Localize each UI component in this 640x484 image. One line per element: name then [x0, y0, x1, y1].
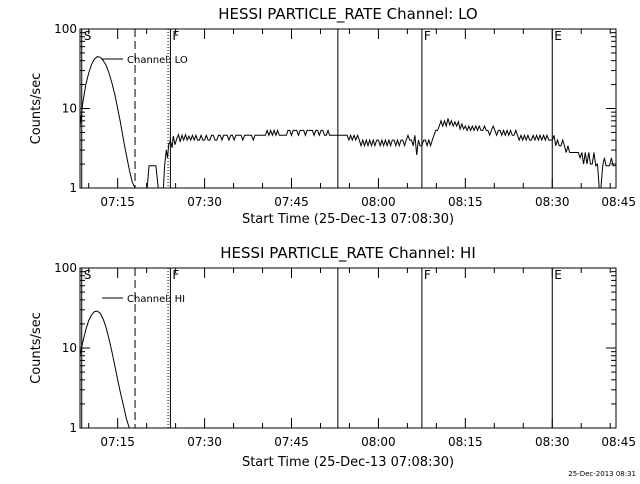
y-tick-label: 100: [54, 22, 77, 36]
chart-title: HESSI PARTICLE_RATE Channel: LO: [218, 5, 477, 24]
x-tick-label: 08:30: [535, 435, 570, 449]
y-tick-label: 10: [62, 341, 77, 355]
chart-title: HESSI PARTICLE_RATE Channel: HI: [220, 244, 476, 263]
chart-panel-1: S F F E 1 10 100 07:15 07:30 07:45 08:00 08:15 08:30…: [29, 5, 636, 227]
y-axis-ticks: 1 10 100: [54, 261, 616, 435]
x-tick-label: 08:15: [448, 195, 483, 209]
y-axis-ticks: 1 10 100: [54, 22, 616, 195]
x-tick-label: 08:00: [361, 195, 396, 209]
data-series: [79, 56, 616, 189]
x-tick-label: 08:15: [448, 435, 483, 449]
x-tick-label: 07:30: [187, 435, 222, 449]
y-axis-label: Counts/sec: [29, 73, 44, 145]
y-axis-label: Counts/sec: [29, 312, 44, 384]
marker-label: F: [424, 29, 431, 43]
legend: Channel: LO: [102, 55, 188, 66]
y-tick-label: 1: [69, 421, 77, 435]
marker-label: S: [84, 29, 92, 43]
x-tick-label: 08:00: [361, 435, 396, 449]
x-tick-label: 08:45: [601, 435, 636, 449]
x-tick-label: 07:45: [274, 435, 309, 449]
x-tick-label: 07:30: [187, 195, 222, 209]
footer-timestamp: 25-Dec-2013 08:31: [568, 470, 636, 478]
x-tick-label: 08:45: [601, 195, 636, 209]
x-tick-label: 07:45: [274, 195, 309, 209]
x-tick-label: 07:15: [100, 195, 135, 209]
data-line: [79, 56, 136, 189]
data-line: [146, 165, 159, 189]
y-tick-label: 1: [69, 181, 77, 195]
data-series: [79, 310, 130, 429]
legend-label: Channel: HI: [127, 294, 185, 305]
x-tick-label: 08:30: [535, 195, 570, 209]
data-line: [162, 118, 616, 189]
marker-label: E: [554, 268, 562, 282]
marker-label: S: [84, 268, 92, 282]
x-axis-ticks: 07:15 07:30 07:45 08:00 08:15 08:30 08:45: [88, 268, 636, 449]
marker-label: E: [554, 29, 562, 43]
x-axis-label: Start Time (25-Dec-13 07:08:30): [242, 212, 454, 227]
data-line: [79, 310, 130, 429]
y-tick-label: 100: [54, 261, 77, 275]
y-tick-label: 10: [62, 102, 77, 116]
legend: Channel: HI: [102, 294, 185, 305]
chart-panel-2: S F F E 1 10 100 07:15 07:30 07:45 08:00 08:15 08:30…: [29, 244, 636, 470]
x-axis-ticks: 07:15 07:30 07:45 08:00 08:15 08:30 08:45: [88, 29, 636, 209]
legend-label: Channel: LO: [127, 55, 188, 66]
x-tick-label: 07:15: [100, 435, 135, 449]
marker-label: F: [172, 268, 179, 282]
marker-label: F: [424, 268, 431, 282]
marker-label: F: [172, 29, 179, 43]
x-axis-label: Start Time (25-Dec-13 07:08:30): [242, 455, 454, 470]
